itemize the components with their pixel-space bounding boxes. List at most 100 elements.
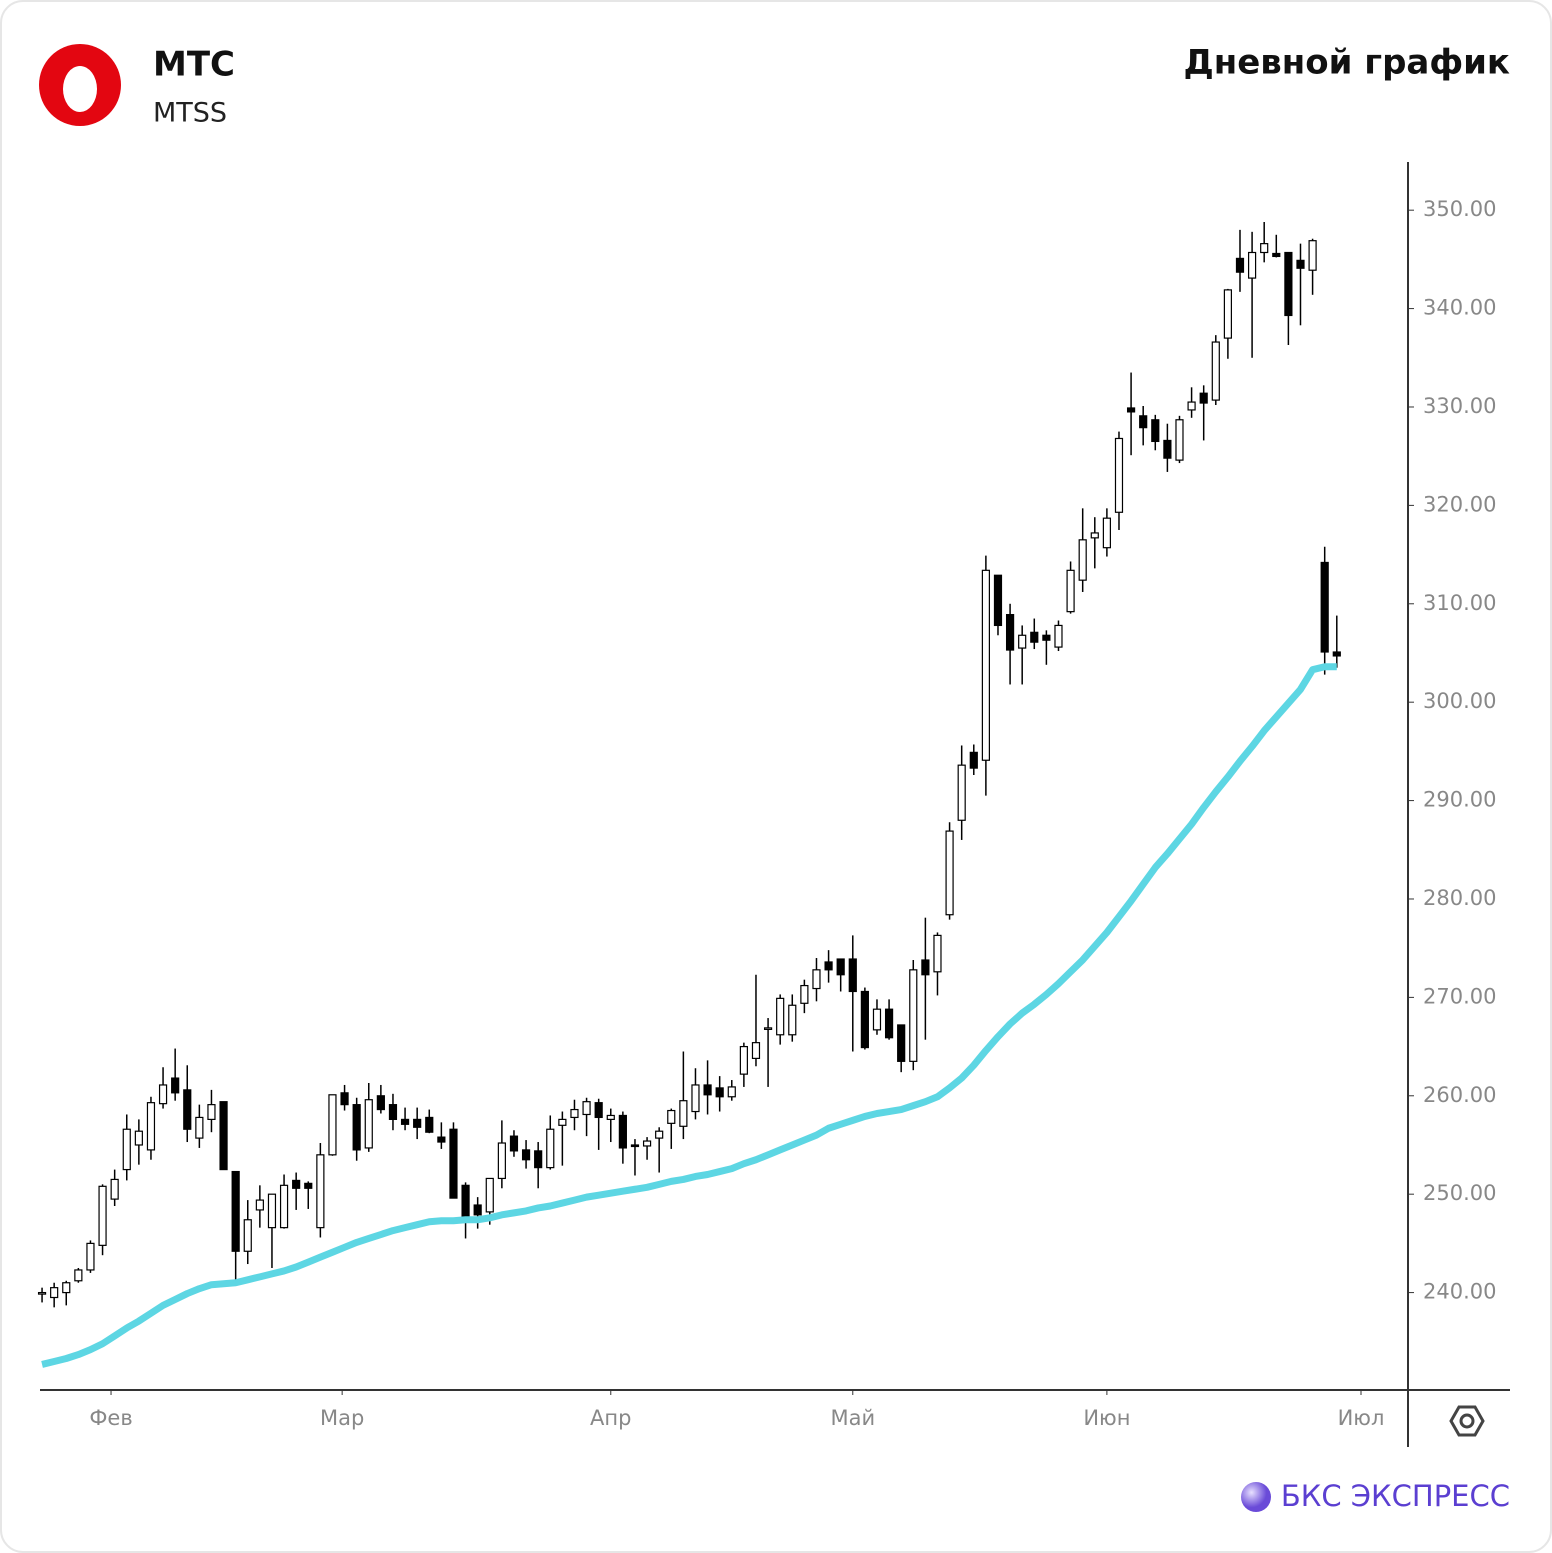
candle-body [195, 1116, 204, 1139]
gear[interactable] [1449, 1405, 1485, 1437]
candle-body [37, 1291, 47, 1295]
candle-body [800, 984, 809, 1004]
candle-body [279, 1184, 289, 1229]
logo-egg [63, 66, 97, 112]
candle-body [1005, 614, 1015, 651]
candle-body [231, 1170, 240, 1252]
candle-body [618, 1114, 627, 1149]
candle-body [788, 1004, 797, 1036]
x-tick-label: Июл [1338, 1406, 1385, 1430]
candle-body [993, 574, 1003, 627]
candle-body [449, 1128, 458, 1199]
y-tick-label: 300.00 [1423, 689, 1496, 713]
candle-body [897, 1024, 906, 1062]
candle-body [316, 1154, 325, 1229]
brand-logo [1241, 1482, 1271, 1512]
candle-body [1139, 415, 1148, 429]
company-name: МТС [153, 45, 235, 85]
candle-body [1054, 624, 1063, 648]
candle-body [727, 1086, 736, 1098]
candle-body [1018, 634, 1027, 649]
candle-body [1272, 252, 1281, 258]
candle-body [751, 1042, 761, 1059]
candle-body [945, 830, 954, 916]
candle-body [715, 1087, 724, 1098]
plot: 240.00 250.00 260.00 270.00 280.00 290.00 300.… [37, 197, 1496, 1430]
ticker: MTSS [153, 98, 227, 129]
candle-body [1308, 240, 1317, 271]
x-tick-label: Июн [1083, 1406, 1130, 1430]
y-tick-label: 320.00 [1423, 492, 1496, 516]
candle-body [1066, 569, 1075, 613]
gear-hole[interactable] [1459, 1413, 1475, 1429]
candle-body [957, 764, 966, 821]
candle-body [122, 1128, 131, 1171]
candle-body [594, 1102, 603, 1119]
candle-body [304, 1182, 313, 1189]
candle-body [1332, 651, 1341, 657]
y-tick-label: 250.00 [1423, 1181, 1496, 1205]
candle-body [1223, 289, 1232, 339]
candle-body [1151, 419, 1160, 443]
candle-body [1296, 259, 1305, 269]
candle-body [497, 1142, 506, 1180]
candle-body [546, 1128, 555, 1169]
candle-body [376, 1095, 385, 1111]
candle-body [352, 1104, 361, 1151]
candle-body [134, 1130, 143, 1146]
candle-body [1199, 392, 1208, 404]
candle-body [425, 1116, 434, 1133]
candle-body [582, 1101, 591, 1116]
candle-body [1126, 407, 1136, 413]
candle-body [146, 1102, 156, 1151]
candle-body [243, 1219, 252, 1252]
candle-body [1247, 251, 1257, 279]
candle-body [183, 1089, 192, 1130]
settings-icon[interactable] [1449, 1405, 1485, 1437]
candle-body [921, 959, 930, 976]
candle-body [884, 1008, 894, 1039]
candle-body [1187, 401, 1196, 411]
y-tick-label: 270.00 [1423, 984, 1496, 1008]
candle-body [50, 1287, 59, 1299]
candle-body [1320, 561, 1329, 653]
candle-body [340, 1092, 349, 1106]
candle-body [981, 569, 990, 761]
y-tick-label: 340.00 [1423, 296, 1496, 320]
candle-body [630, 1144, 640, 1148]
candle-body [1078, 539, 1087, 581]
y-tick-label: 350.00 [1423, 197, 1496, 221]
candle-body [812, 969, 821, 990]
candle-body [836, 958, 845, 976]
candle-body [1284, 251, 1293, 317]
candle-body [703, 1084, 712, 1096]
y-tick-label: 240.00 [1423, 1280, 1496, 1304]
candle-body [558, 1118, 567, 1126]
candle-body [1042, 634, 1051, 641]
candle-body [1090, 532, 1099, 539]
candle-body [1235, 257, 1245, 273]
candle-body [413, 1118, 422, 1128]
candle-body [1260, 243, 1269, 254]
candle-body [521, 1149, 531, 1161]
candle-body [860, 990, 869, 1049]
candle-body [570, 1108, 579, 1119]
candle-body [473, 1204, 482, 1216]
candle-body [328, 1094, 337, 1156]
candle-body [98, 1185, 107, 1246]
candle-body [255, 1199, 264, 1211]
candle-body [219, 1101, 228, 1171]
candle-body [667, 1109, 676, 1124]
candle-body [763, 1027, 773, 1030]
candle-body [534, 1150, 543, 1169]
y-tick-label: 260.00 [1423, 1083, 1496, 1107]
candle-body [872, 1008, 882, 1031]
x-tick-label: Мар [320, 1406, 364, 1430]
candle-body [739, 1045, 748, 1075]
candle-body [509, 1135, 519, 1152]
y-tick-label: 310.00 [1423, 591, 1496, 615]
candle-body [292, 1179, 301, 1189]
candle-body [1030, 631, 1039, 643]
chart-title: Дневной график [1183, 43, 1510, 83]
